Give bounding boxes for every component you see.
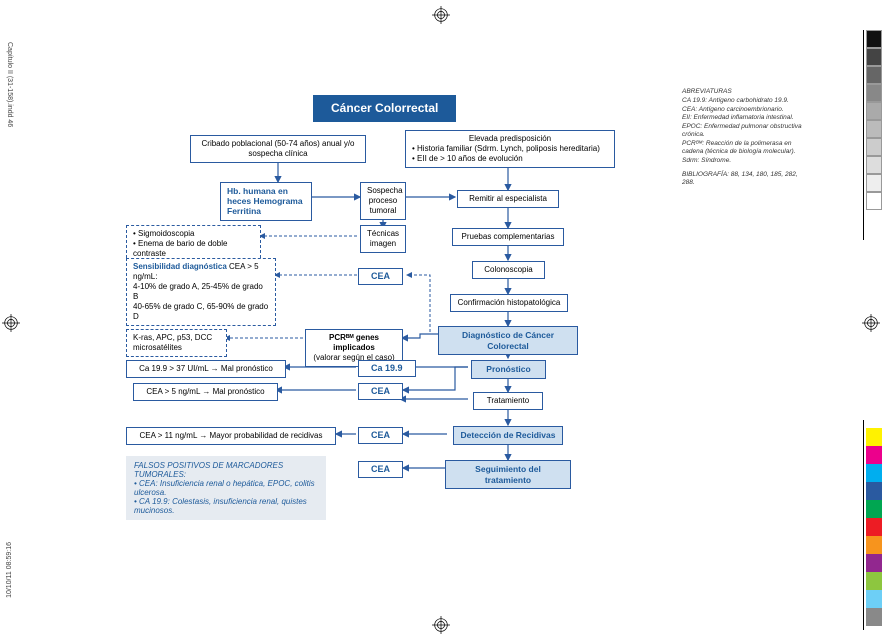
node-hb: Hb. humana en heces Hemograma Ferritina (220, 182, 312, 221)
registration-mark-icon (862, 314, 880, 332)
node-text: Sensibilidad diagnóstica (133, 262, 227, 271)
node-confirmacion: Confirmación histopatológica (450, 294, 568, 312)
node-deteccion: Detección de Recidivas (453, 426, 563, 445)
node-seguimiento: Seguimiento del tratamiento (445, 460, 571, 489)
node-cea: CEA (358, 427, 403, 444)
node-kras: K-ras, APC, p53, DCC microsatélites (126, 329, 227, 357)
node-text: 40-65% de grado C, 65-90% de grado D (133, 302, 269, 322)
node-text: FALSOS POSITIVOS DE MARCADORES TUMORALES… (134, 461, 318, 479)
node-text: • CEA: Insuficiencia renal o hepática, E… (134, 479, 318, 497)
node-ca199-label: Ca 19.9 (358, 360, 416, 377)
node-sospecha: Sospecha proceso tumoral (360, 182, 406, 220)
node-text: • CA 19.9: Colestasis, insuficiencia ren… (134, 497, 318, 515)
color-bar-grayscale (866, 30, 882, 210)
registration-mark-icon (2, 314, 20, 332)
node-cea: CEA (358, 461, 403, 478)
color-bar-hues (866, 428, 882, 626)
node-cea-prog: CEA > 5 ng/mL → Mal pronóstico (133, 383, 278, 401)
node-sensibilidad: Sensibilidad diagnóstica CEA > 5 ng/mL: … (126, 258, 276, 326)
node-ca199-prog: Ca 19.9 > 37 UI/mL → Mal pronóstico (126, 360, 286, 378)
crop-rule (863, 30, 864, 240)
node-text: 4-10% de grado A, 25-45% de grado B (133, 282, 269, 302)
node-diagnostico: Diagnóstico de Cáncer Colorectal (438, 326, 578, 355)
node-predisposicion: Elevada predisposición • Historia famili… (405, 130, 615, 168)
node-cea-recidivas: CEA > 11 ng/mL → Mayor probabilidad de r… (126, 427, 336, 445)
node-text: PCRᴮᴹ genes implicados (312, 333, 396, 353)
node-cea: CEA (358, 268, 403, 285)
node-text: • EII de > 10 años de evolución (412, 154, 608, 164)
node-tratamiento: Tratamiento (473, 392, 543, 410)
diagram-title: Cáncer Colorrectal (313, 95, 456, 122)
node-colonoscopia: Colonoscopia (472, 261, 545, 279)
node-pruebas: Pruebas complementarias (452, 228, 564, 246)
false-positives-block: FALSOS POSITIVOS DE MARCADORES TUMORALES… (126, 456, 326, 520)
node-text: • Historia familiar (Sdrm. Lynch, polipo… (412, 144, 608, 154)
flowchart: Cáncer Colorrectal Cribado poblacional (… (110, 80, 780, 520)
node-pronostico: Pronóstico (471, 360, 546, 379)
node-tecnicas: Técnicas imagen (360, 225, 406, 253)
node-cea: CEA (358, 383, 403, 400)
node-text: • Sigmoidoscopia (133, 229, 254, 239)
timestamp: 10/10/11 08:59:16 (6, 542, 13, 598)
node-text: • Enema de bario de doble contraste (133, 239, 254, 259)
file-label: Capítulo II (31-158).indd 46 (6, 42, 13, 127)
registration-mark-icon (432, 6, 450, 24)
node-cribado: Cribado poblacional (50-74 años) anual y… (190, 135, 366, 163)
node-remitir: Remitir al especialista (457, 190, 559, 208)
node-text: Elevada predisposición (412, 134, 608, 144)
crop-rule (863, 420, 864, 630)
registration-mark-icon (432, 616, 450, 634)
